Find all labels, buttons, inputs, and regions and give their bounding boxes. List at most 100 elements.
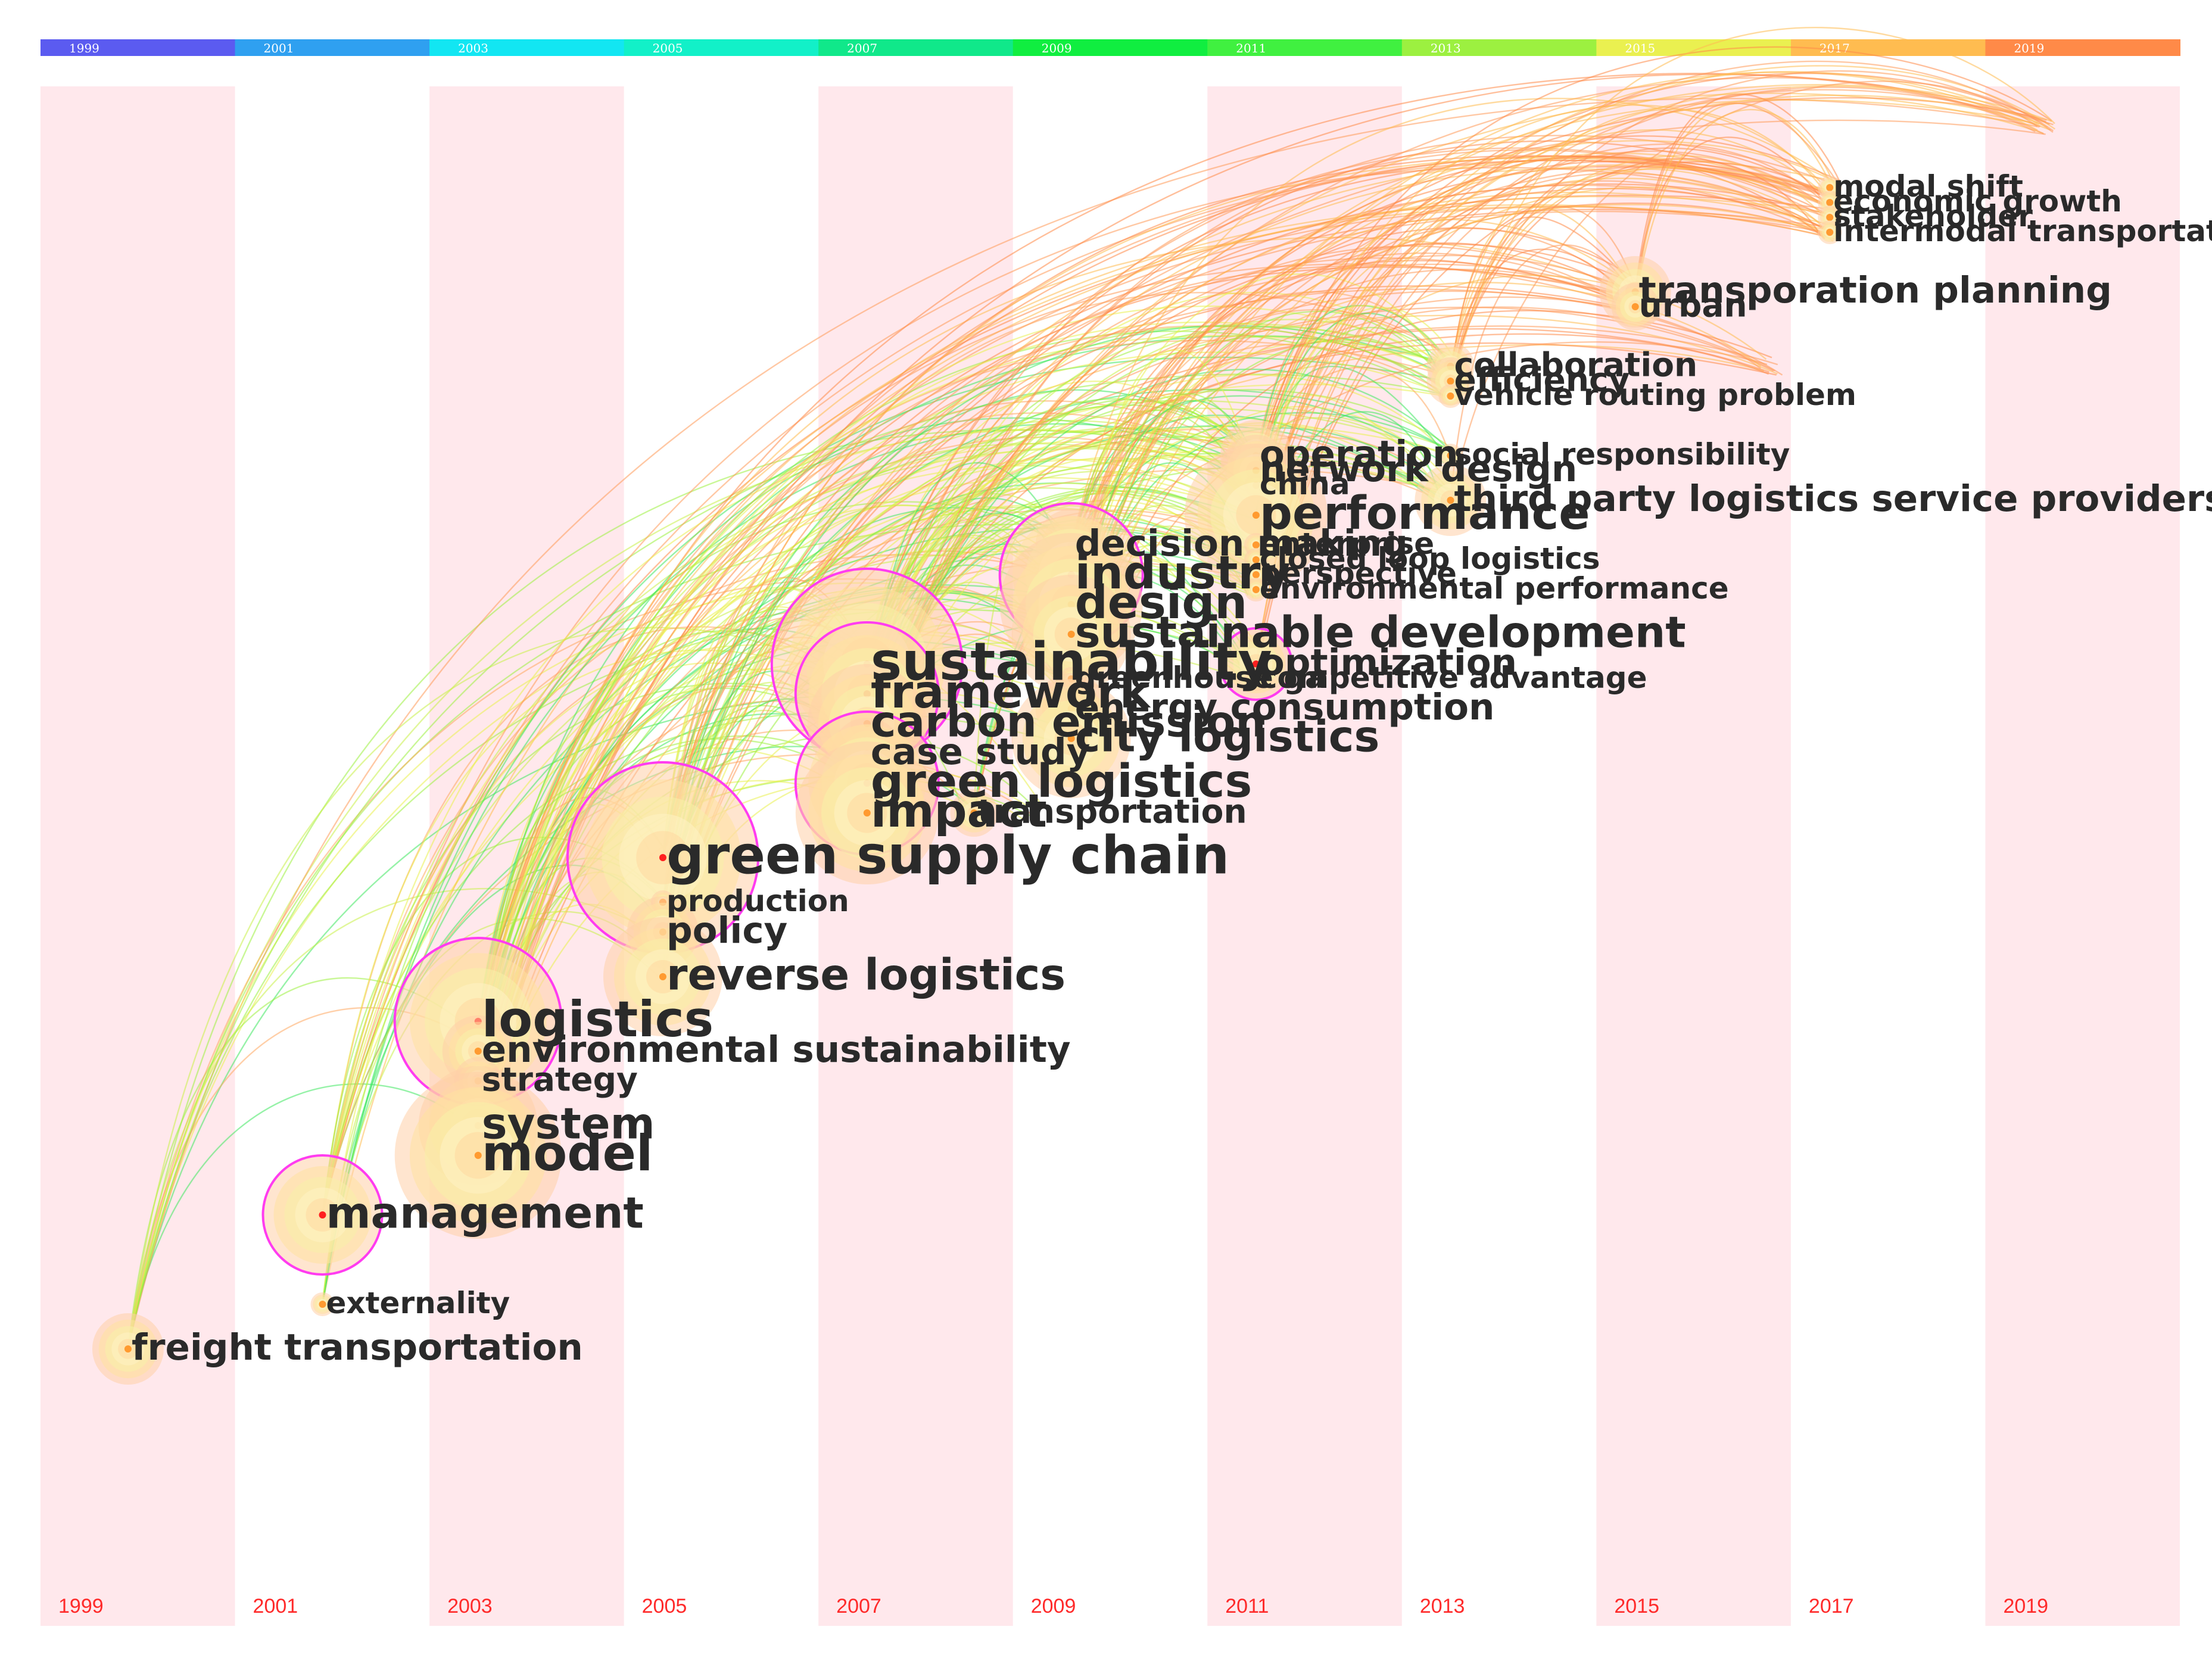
keyword-label: stakeholder xyxy=(1833,199,2033,233)
link xyxy=(477,314,1778,1022)
keyword-label: industry xyxy=(1075,547,1291,600)
keyword-label: energy consumption xyxy=(1075,686,1495,728)
keyword-label: freight transportation xyxy=(132,1326,583,1369)
legend-swatch-2017 xyxy=(1790,39,1986,56)
keyword-label: externality xyxy=(326,1286,510,1320)
keyword-label: case study xyxy=(871,731,1091,773)
link xyxy=(1450,26,2055,397)
legend-year-label: 2019 xyxy=(2014,41,2044,55)
legend-year-label: 2007 xyxy=(847,41,877,55)
year-label-2019: 2019 xyxy=(2003,1595,2048,1618)
node-externality[interactable] xyxy=(310,1292,335,1316)
node-performance[interactable] xyxy=(1184,444,1328,587)
link xyxy=(866,135,1825,814)
node-vehicle-routing-problem[interactable] xyxy=(1438,384,1463,408)
year-axis-labels: 1999 2001 2003 2005 2007 2009 2011 2013 2015 2017… xyxy=(58,1595,2048,1618)
year-label-2003: 2003 xyxy=(447,1595,493,1618)
keyword-label: sustainability xyxy=(871,631,1272,692)
node-management[interactable] xyxy=(261,1154,384,1276)
node-optimization[interactable] xyxy=(1219,627,1293,701)
year-label-1999: 1999 xyxy=(58,1595,104,1618)
link xyxy=(1450,167,1822,382)
link xyxy=(866,140,1827,784)
link xyxy=(477,236,1635,1052)
keyword-label: perspective xyxy=(1260,556,1457,591)
node-transportation[interactable] xyxy=(950,789,998,837)
keyword-label: policy xyxy=(666,909,787,952)
year-stripe-1999 xyxy=(40,86,235,1626)
keyword-label: network design xyxy=(1260,448,1577,490)
link xyxy=(477,590,1064,1156)
legend-year-label: 2013 xyxy=(1431,41,1461,55)
node-social-responsibility[interactable] xyxy=(1438,444,1463,468)
keyword-label: operation xyxy=(1260,433,1459,475)
keyword-label: production xyxy=(666,884,849,918)
node-sustainable-development[interactable] xyxy=(1011,575,1131,694)
node-intermodal-transportation[interactable] xyxy=(1818,220,1842,244)
node-city-logistics[interactable] xyxy=(1011,679,1131,798)
link xyxy=(477,331,1453,1082)
keyword-label: model xyxy=(482,1124,653,1182)
year-label-2005: 2005 xyxy=(642,1595,687,1618)
node-model[interactable] xyxy=(394,1072,562,1239)
node-green-supply-chain[interactable] xyxy=(566,761,759,954)
link xyxy=(866,381,1258,665)
keyword-label: management xyxy=(326,1188,643,1238)
keyword-label: efficiency xyxy=(1454,361,1630,399)
node-urban[interactable] xyxy=(1611,283,1659,331)
link xyxy=(477,504,1081,1126)
legend-year-label: 2005 xyxy=(653,41,683,55)
legend-swatch-2013 xyxy=(1401,39,1597,56)
link xyxy=(1634,102,1840,307)
link xyxy=(1450,206,1640,397)
legend-year-label: 2003 xyxy=(458,41,488,55)
year-label-2001: 2001 xyxy=(253,1595,298,1618)
legend-swatch-2005 xyxy=(624,39,820,56)
node-freight-transportation[interactable] xyxy=(92,1313,164,1385)
link xyxy=(1070,282,1762,605)
keyword-label: intermodal transportation xyxy=(1833,214,2212,248)
keyword-label: urban xyxy=(1639,286,1747,325)
link xyxy=(1255,135,1842,575)
keyword-label: carbon emission xyxy=(871,696,1266,746)
link xyxy=(866,374,1441,694)
link xyxy=(1255,65,2056,516)
legend-swatch-1999 xyxy=(40,39,236,56)
keyword-label: performance xyxy=(1260,487,1590,540)
legend-year-label: 2017 xyxy=(1820,41,1850,55)
year-stripe-2019 xyxy=(1985,86,2180,1626)
keyword-label: logistics xyxy=(482,990,714,1048)
link xyxy=(1450,158,1822,382)
year-label-2009: 2009 xyxy=(1031,1595,1076,1618)
link xyxy=(1070,273,1441,575)
year-label-2013: 2013 xyxy=(1420,1595,1465,1618)
legend-swatch-2001 xyxy=(235,39,431,56)
link xyxy=(1070,395,1445,546)
keyword-label: transportation xyxy=(977,793,1247,831)
legend-year-label: 2001 xyxy=(264,41,294,55)
keyword-label: enterprise xyxy=(1260,526,1434,561)
link xyxy=(1450,169,1821,367)
keyword-label: social responsibility xyxy=(1454,437,1790,472)
link xyxy=(1070,415,1454,546)
legend-swatch-2007 xyxy=(818,39,1014,56)
keyword-label: system xyxy=(482,1098,655,1148)
legend-swatch-2019 xyxy=(1985,39,2180,56)
keyword-label: decision making xyxy=(1075,522,1408,565)
legend-year-label: 1999 xyxy=(69,41,99,55)
link xyxy=(1070,344,1443,605)
link xyxy=(1070,98,1839,546)
node-environmental-performance[interactable] xyxy=(1244,578,1268,602)
keyword-label: strategy xyxy=(482,1061,638,1099)
legend-swatch-2009 xyxy=(1012,39,1208,56)
year-label-2007: 2007 xyxy=(836,1595,881,1618)
node-impact[interactable] xyxy=(795,741,939,884)
node-third-party-logistics-service-providers-3pl-[interactable] xyxy=(1415,465,1487,536)
link xyxy=(1070,140,1835,575)
node-competitive-advantage[interactable] xyxy=(1244,667,1268,691)
link xyxy=(1634,94,1841,292)
keyword-label: design xyxy=(1075,576,1248,630)
node-reverse-logistics[interactable] xyxy=(603,917,722,1036)
keyword-label: green logistics xyxy=(871,755,1252,808)
